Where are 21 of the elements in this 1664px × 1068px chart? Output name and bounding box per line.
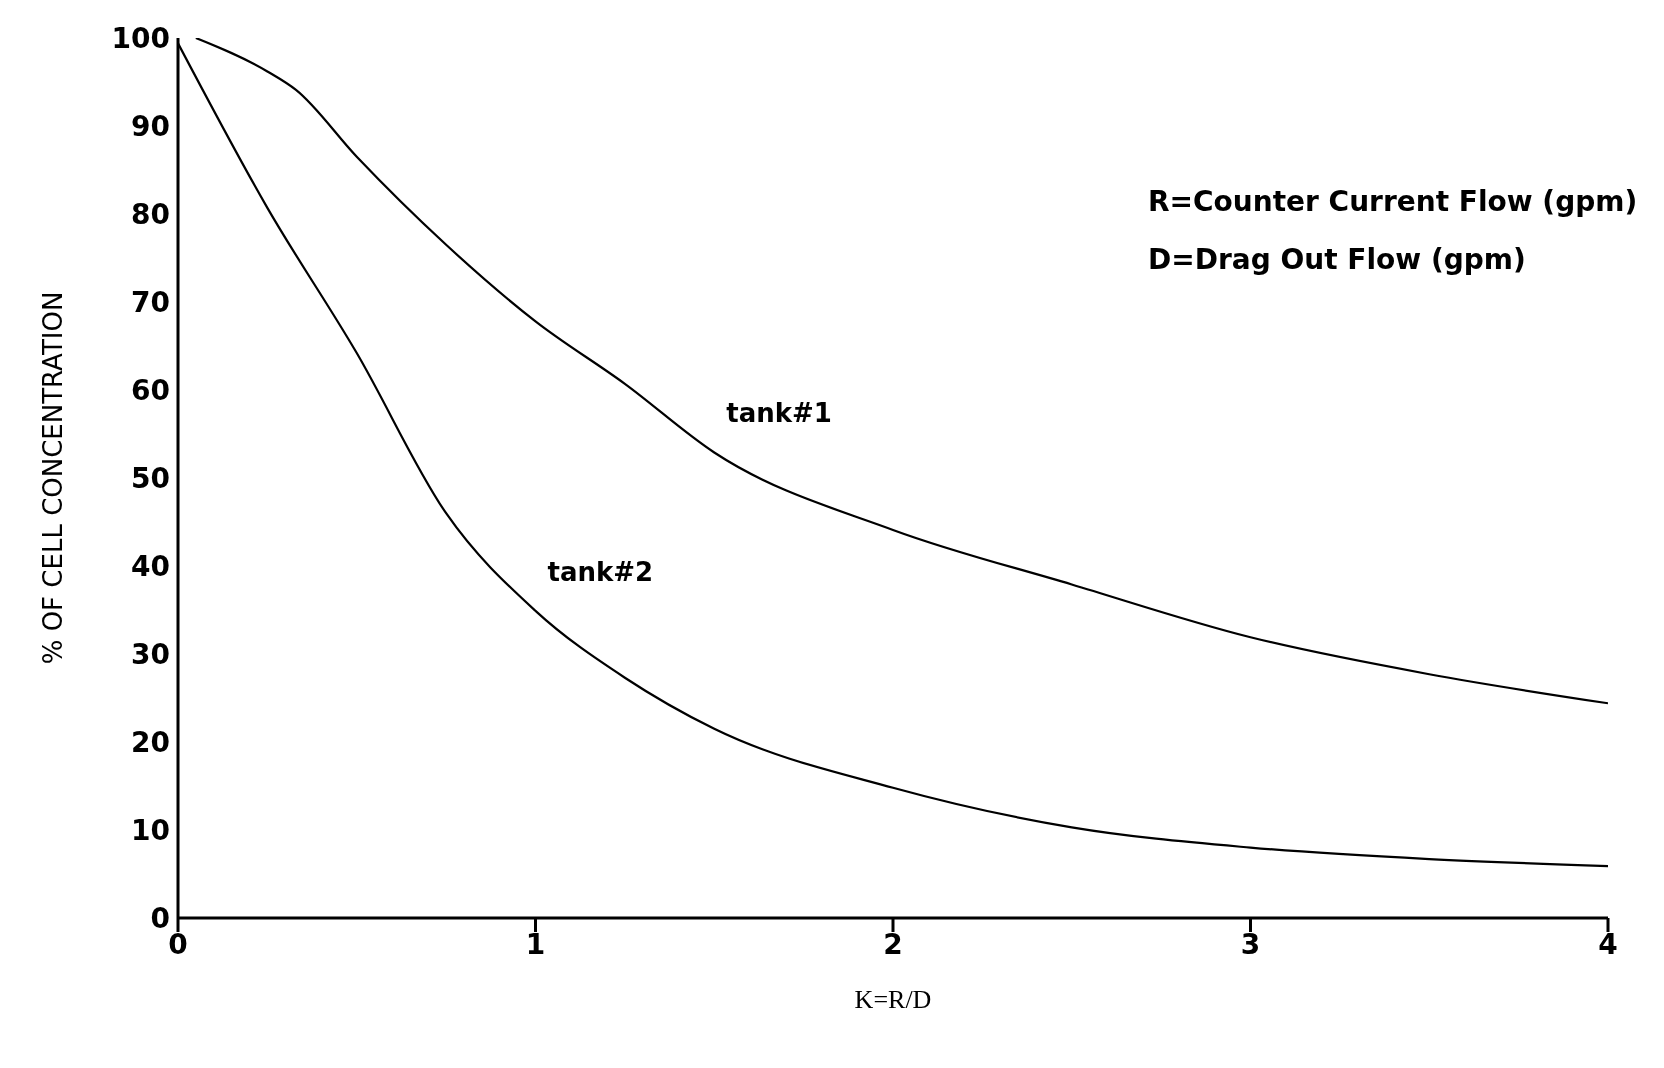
y-tick-label: 80 [131,197,170,231]
y-tick-label: 0 [150,901,170,935]
y-tick-label: 90 [131,109,170,143]
x-tick-label: 3 [1240,927,1261,961]
x-axis-title: K=R/D [854,985,932,1014]
y-tick-label: 40 [131,549,170,583]
x-tick-label: 1 [525,927,546,961]
annotation: R=Counter Current Flow (gpm) [1148,184,1638,220]
y-tick-label: 10 [131,813,170,847]
y-tick-label: 60 [131,373,170,407]
y-tick-label: 20 [131,725,170,759]
series-label: tank#2 [547,556,654,587]
y-tick-label: 70 [131,285,170,319]
series-label: tank#1 [726,398,832,429]
x-tick-label: 2 [883,927,903,961]
x-tick-label: 4 [1598,927,1618,961]
y-tick-label: 30 [131,637,170,671]
y-tick-label: 100 [111,21,170,55]
y-axis-title: % OF CELL CONCENTRATION [38,291,69,665]
y-tick-label: 50 [131,461,170,495]
annotation: D=Drag Out Flow (gpm) [1148,242,1527,278]
